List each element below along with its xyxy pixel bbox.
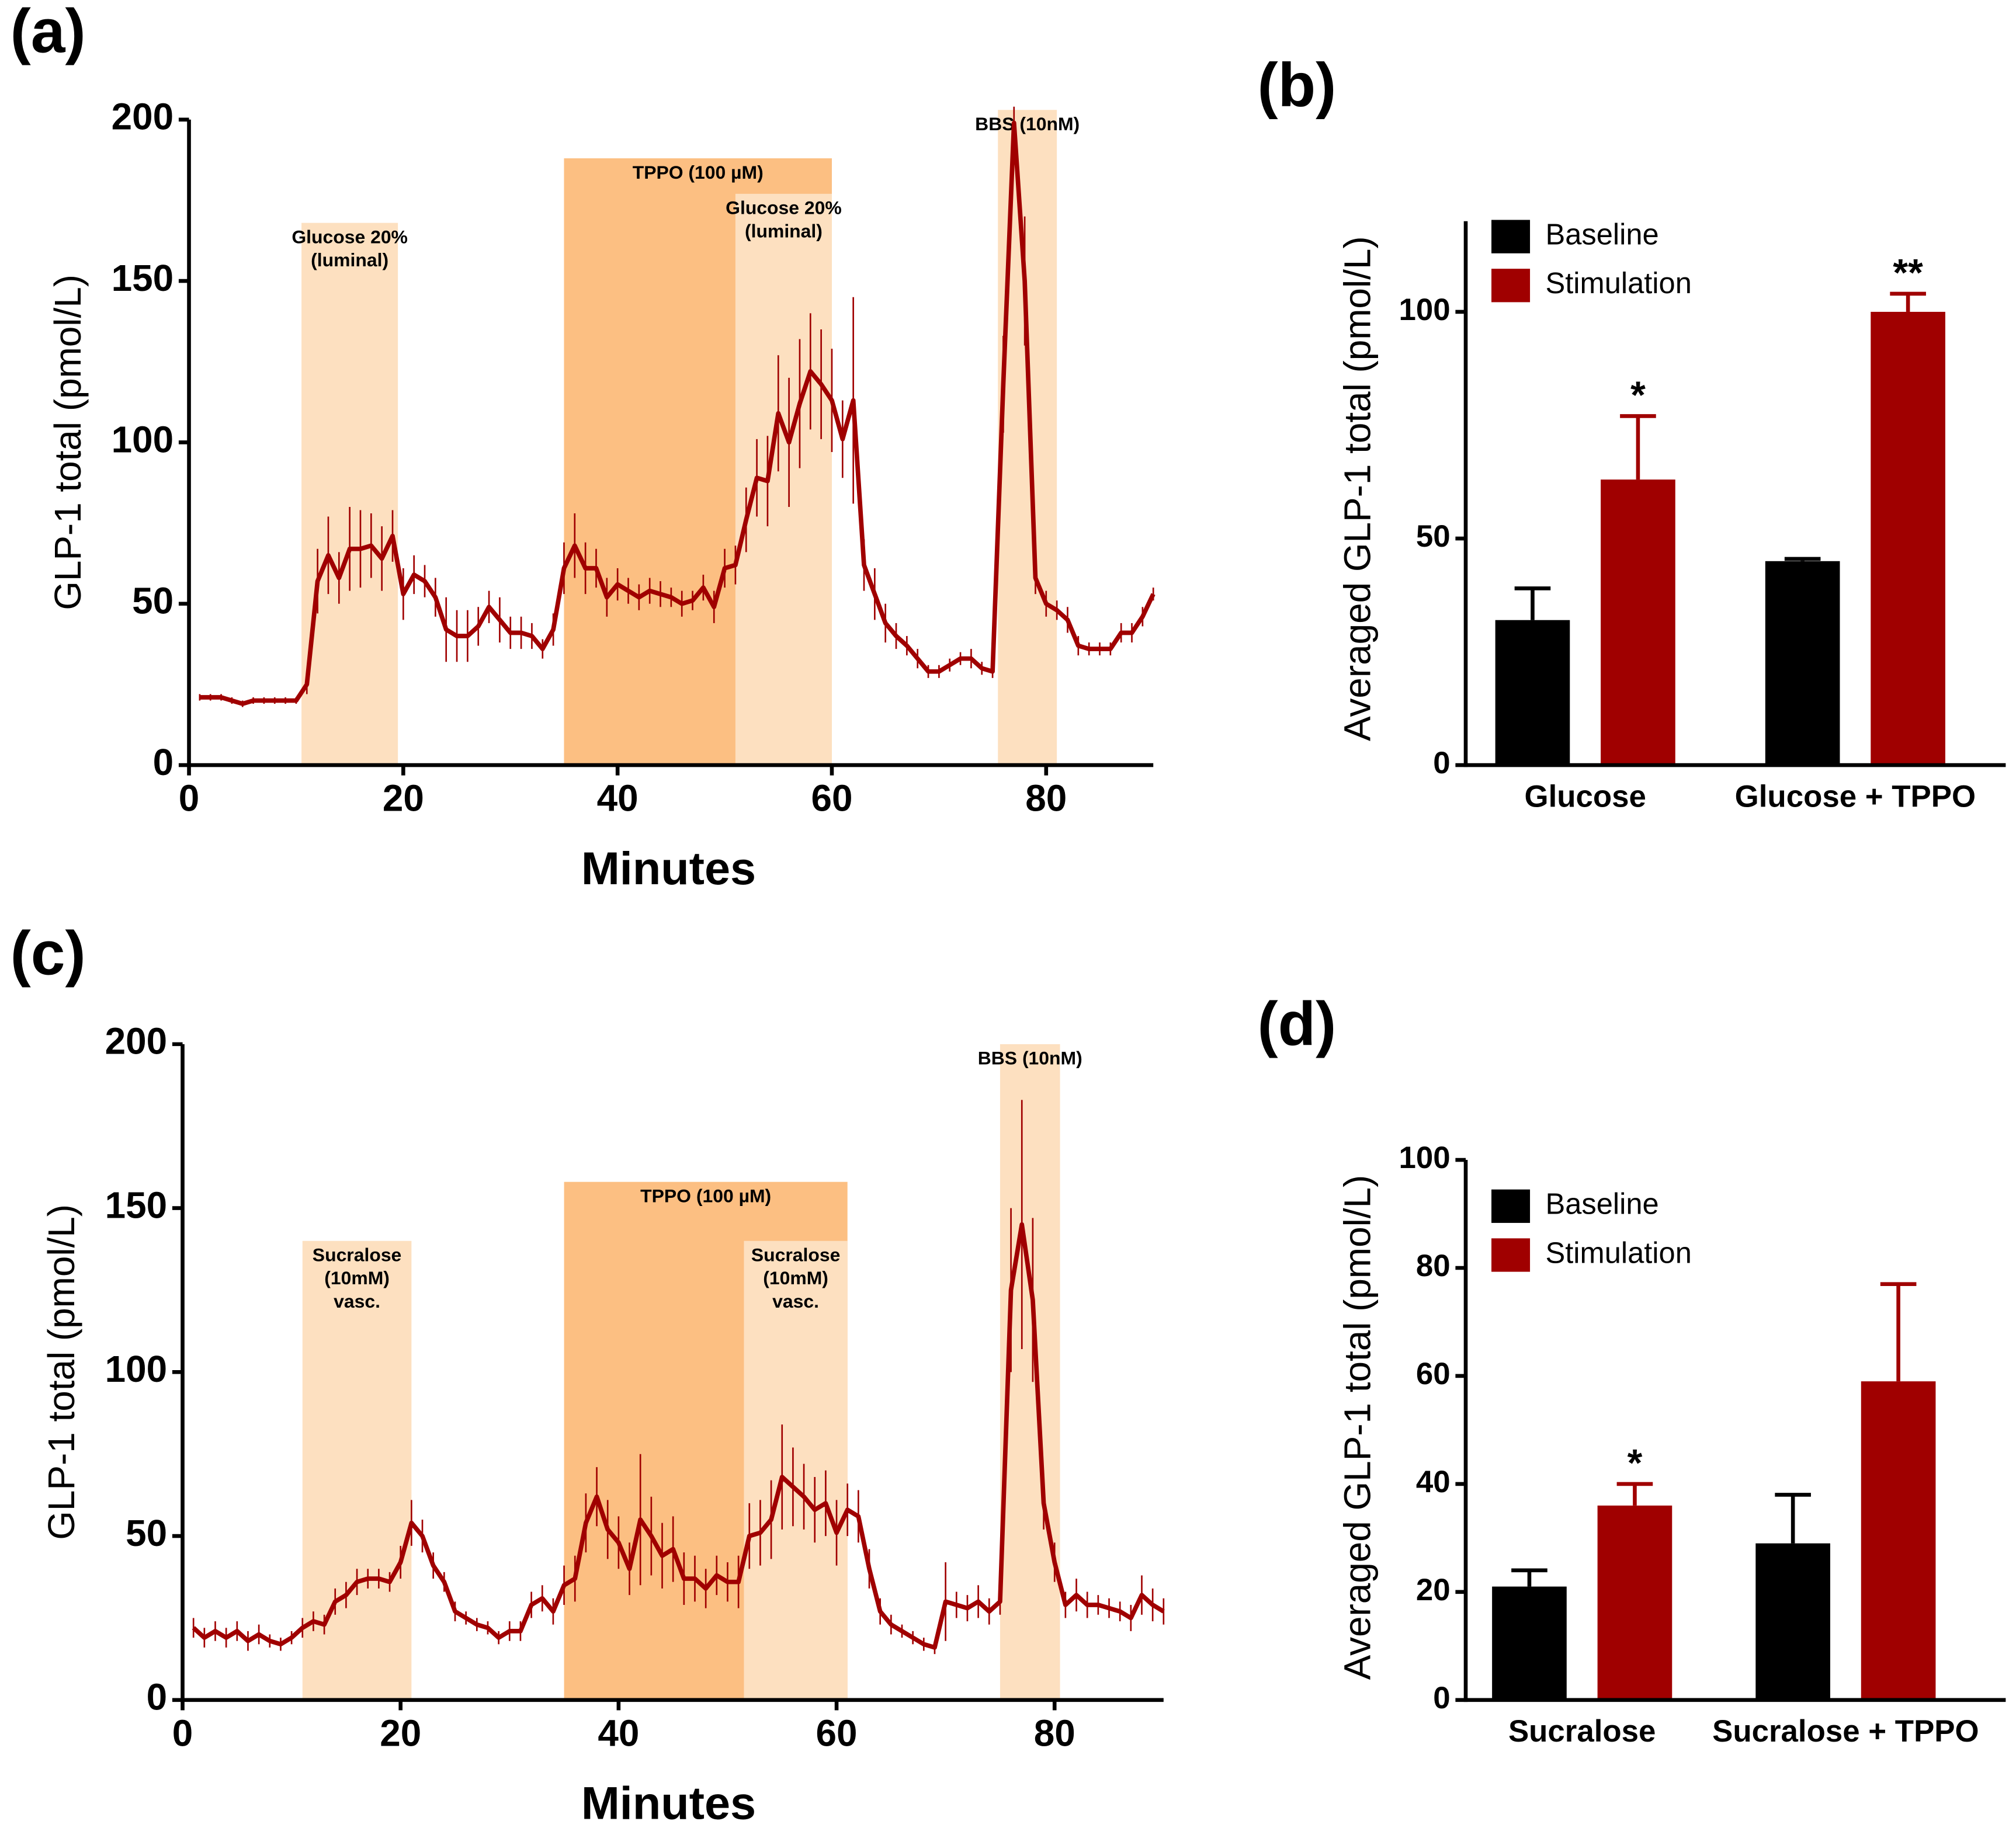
x-tick-label: Glucose <box>1524 779 1646 814</box>
region-label: Sucralose <box>751 1245 840 1266</box>
y-tick-label: 40 <box>1416 1465 1451 1499</box>
x-tick-label: 0 <box>179 777 199 819</box>
region-label: BBS (10nM) <box>978 1048 1082 1069</box>
region-label: Glucose 20% <box>292 226 408 247</box>
region-label: TPPO (100 µM) <box>633 162 764 183</box>
significance-label: * <box>1630 373 1646 416</box>
shaded-region <box>735 193 832 766</box>
y-tick-label: 150 <box>112 257 174 299</box>
x-axis-title: Minutes <box>581 1777 756 1829</box>
shaded-region <box>301 223 398 766</box>
bar <box>1601 479 1675 766</box>
data-line <box>199 120 1156 706</box>
panel-label: (a) <box>11 0 86 66</box>
region-label: BBS (10nM) <box>975 113 1080 134</box>
y-tick-label: 80 <box>1416 1249 1451 1283</box>
y-tick-label: 0 <box>147 1676 167 1718</box>
y-tick-label: 100 <box>112 418 174 460</box>
x-tick-label: 0 <box>172 1712 193 1754</box>
y-tick-label: 50 <box>126 1512 167 1554</box>
region-label: (10mM) <box>324 1267 390 1288</box>
bar <box>1495 620 1570 766</box>
panel-label: (d) <box>1257 989 1336 1058</box>
panel-label: (c) <box>11 919 86 988</box>
y-tick-label: 100 <box>1399 1141 1450 1175</box>
legend-label: Baseline <box>1545 1187 1658 1221</box>
x-tick-label: 80 <box>1034 1712 1075 1754</box>
x-tick-label: 20 <box>380 1712 421 1754</box>
legend-swatch <box>1491 1189 1531 1223</box>
y-axis-title: Averaged GLP-1 total (pmol/L) <box>1336 236 1378 741</box>
bar <box>1871 311 1945 766</box>
bar <box>1861 1381 1936 1700</box>
shaded-region <box>998 110 1057 766</box>
x-tick-label: Sucralose <box>1508 1714 1656 1749</box>
x-tick-label: 40 <box>598 1712 639 1754</box>
y-tick-label: 50 <box>1416 519 1451 554</box>
region-label: (luminal) <box>311 249 388 270</box>
region-label: (luminal) <box>745 220 823 241</box>
legend-swatch <box>1491 269 1531 303</box>
y-tick-label: 20 <box>1416 1573 1451 1607</box>
y-tick-label: 150 <box>105 1184 167 1226</box>
x-tick-label: 60 <box>811 777 852 819</box>
significance-label: * <box>1628 1441 1643 1485</box>
region-label: TPPO (100 µM) <box>640 1186 771 1207</box>
x-tick-label: Sucralose + TPPO <box>1712 1714 1979 1749</box>
bar <box>1755 1543 1830 1700</box>
y-tick-label: 100 <box>105 1348 167 1390</box>
x-tick-label: 40 <box>597 777 639 819</box>
region-label: (10mM) <box>763 1267 828 1288</box>
region-label: vasc. <box>334 1291 380 1312</box>
x-tick-label: Glucose + TPPO <box>1735 779 1976 814</box>
bar <box>1765 561 1840 766</box>
x-tick-label: 20 <box>383 777 424 819</box>
bar <box>1492 1586 1567 1700</box>
legend-label: Baseline <box>1545 218 1658 251</box>
significance-label: ** <box>1893 251 1923 294</box>
legend-label: Stimulation <box>1545 266 1691 300</box>
y-axis-title: Averaged GLP-1 total (pmol/L) <box>1336 1175 1378 1680</box>
legend-swatch <box>1491 1238 1531 1272</box>
y-tick-label: 0 <box>1433 746 1450 780</box>
y-tick-label: 200 <box>112 96 174 138</box>
bar <box>1597 1505 1673 1700</box>
x-tick-label: 80 <box>1025 777 1067 819</box>
y-tick-label: 50 <box>132 580 174 622</box>
legend-swatch <box>1491 220 1531 253</box>
y-tick-label: 0 <box>1433 1681 1450 1715</box>
data-line <box>192 1222 1165 1650</box>
y-tick-label: 0 <box>153 741 174 783</box>
x-axis-title: Minutes <box>581 842 756 894</box>
panel-label: (b) <box>1257 51 1336 120</box>
shaded-region <box>744 1240 848 1700</box>
y-tick-label: 60 <box>1416 1357 1451 1391</box>
y-tick-label: 100 <box>1399 293 1450 327</box>
y-tick-label: 200 <box>105 1020 167 1062</box>
legend-label: Stimulation <box>1545 1236 1691 1269</box>
y-axis-title: GLP-1 total (pmol/L) <box>47 274 89 610</box>
region-label: Glucose 20% <box>726 197 842 218</box>
x-tick-label: 60 <box>816 1712 858 1754</box>
y-axis-title: GLP-1 total (pmol/L) <box>40 1204 82 1540</box>
region-label: Sucralose <box>313 1245 401 1266</box>
region-label: vasc. <box>772 1291 819 1312</box>
